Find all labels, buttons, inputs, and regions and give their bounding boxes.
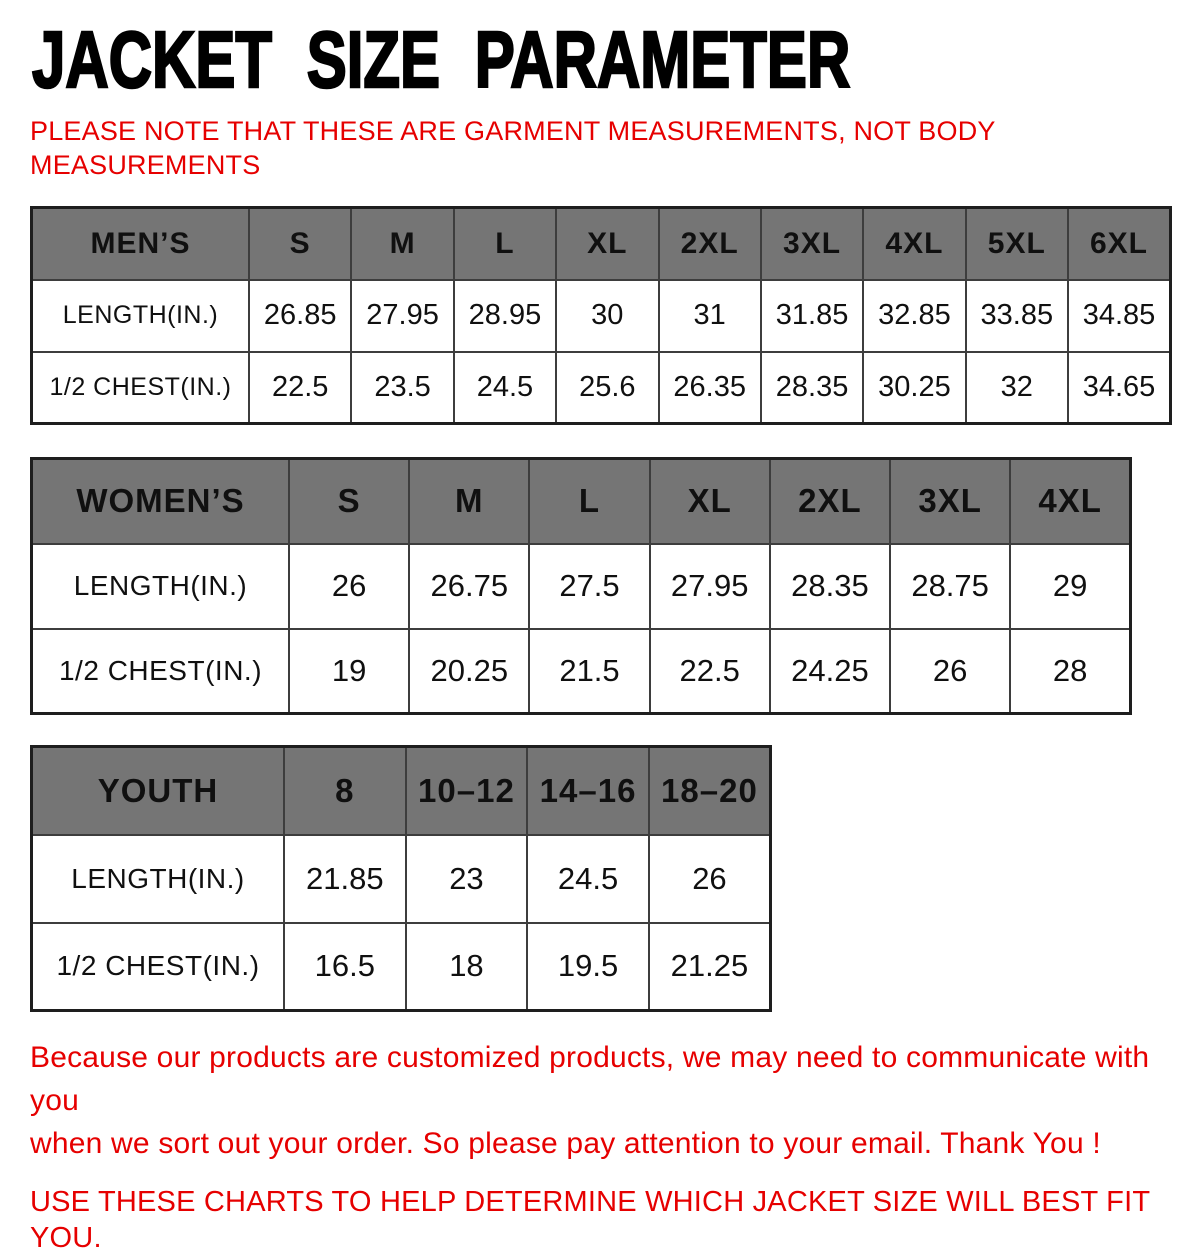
size-value-cell: 32 — [964, 350, 1070, 425]
size-value-cell: 23.5 — [350, 350, 455, 425]
custom-order-note-line-2: when we sort out your order. So please p… — [30, 1127, 1101, 1160]
size-value-cell: 24.5 — [452, 350, 558, 425]
size-column-header: M — [408, 457, 531, 545]
size-value-cell: 29 — [1009, 542, 1132, 630]
size-column-header: L — [528, 457, 651, 545]
size-column-header: L — [452, 206, 558, 281]
size-value-cell: 26.35 — [657, 350, 762, 425]
size-column-header: XL — [555, 206, 660, 281]
size-column-header: 10–12 — [404, 745, 529, 836]
custom-order-note: Because our products are customized prod… — [30, 1036, 1174, 1165]
size-value-cell: 21.5 — [528, 627, 651, 715]
table-title-cell: WOMEN’S — [30, 457, 290, 545]
size-value-cell: 28.35 — [759, 350, 865, 425]
garment-measurement-note: PLEASE NOTE THAT THESE ARE GARMENT MEASU… — [30, 114, 1174, 182]
size-column-header: 14–16 — [526, 745, 650, 836]
row-label-cell: 1/2 CHEST(IN.) — [30, 921, 285, 1012]
size-value-cell: 31 — [657, 278, 762, 353]
size-value-cell: 26 — [287, 542, 411, 630]
size-column-header: 4XL — [1009, 457, 1132, 545]
youth-size-table: YOUTH 8 10–12 14–16 18–20 LENGTH(IN.) 21.85 23 2… — [30, 745, 1174, 1012]
row-label-cell: LENGTH(IN.) — [30, 278, 250, 353]
size-value-cell: 28.95 — [452, 278, 558, 353]
mens-size-table: MEN’S S M L XL 2XL 3XL 4XL 5XL 6XL LENGTH(IN.) 26.8… — [30, 206, 1174, 425]
note-line-1: PLEASE NOTE THAT THESE ARE GARMENT MEASU… — [30, 116, 996, 146]
page-title: JACKET SIZE PARAMETER — [31, 15, 851, 104]
size-value-cell: 32.85 — [862, 278, 967, 353]
measurement-row: 1/2 CHEST(IN.) 16.5 18 19.5 21.25 — [30, 921, 772, 1012]
size-table: MEN’S S M L XL 2XL 3XL 4XL 5XL 6XL LENGTH(IN.) 26.8… — [30, 206, 1172, 425]
womens-size-table: WOMEN’S S M L XL 2XL 3XL 4XL LENGTH(IN.) 26 26.75 2… — [30, 457, 1174, 715]
size-value-cell: 27.5 — [528, 542, 651, 630]
size-value-cell: 28.35 — [768, 542, 892, 630]
size-value-cell: 33.85 — [964, 278, 1070, 353]
size-value-cell: 24.25 — [768, 627, 892, 715]
size-value-cell: 23 — [404, 833, 529, 924]
size-value-cell: 26.75 — [408, 542, 531, 630]
row-label-cell: LENGTH(IN.) — [30, 542, 290, 630]
measurement-row: LENGTH(IN.) 26 26.75 27.5 27.95 28.35 28.75 29 — [30, 542, 1132, 630]
size-header-row: YOUTH 8 10–12 14–16 18–20 — [30, 745, 772, 836]
size-value-cell: 26 — [647, 833, 772, 924]
size-header-row: MEN’S S M L XL 2XL 3XL 4XL 5XL 6XL — [30, 206, 1172, 281]
measurement-row: LENGTH(IN.) 26.85 27.95 28.95 30 31 31.85 32.85… — [30, 278, 1172, 353]
size-value-cell: 21.85 — [283, 833, 407, 924]
table-title-cell: MEN’S — [30, 206, 250, 281]
size-value-cell: 27.95 — [648, 542, 771, 630]
size-value-cell: 25.6 — [555, 350, 660, 425]
size-column-header: 18–20 — [647, 745, 772, 836]
measurement-row: LENGTH(IN.) 21.85 23 24.5 26 — [30, 833, 772, 924]
row-label-cell: 1/2 CHEST(IN.) — [30, 627, 290, 715]
size-value-cell: 30 — [555, 278, 660, 353]
size-column-header: M — [350, 206, 455, 281]
size-value-cell: 26.85 — [247, 278, 353, 353]
note-line-2: MEASUREMENTS — [30, 150, 261, 180]
size-column-header: S — [247, 206, 353, 281]
size-value-cell: 24.5 — [526, 833, 650, 924]
size-value-cell: 34.85 — [1067, 278, 1172, 353]
size-column-header: 8 — [283, 745, 407, 836]
size-value-cell: 16.5 — [283, 921, 407, 1012]
size-table: WOMEN’S S M L XL 2XL 3XL 4XL LENGTH(IN.) 26 26.75 2… — [30, 457, 1132, 715]
size-value-cell: 19.5 — [526, 921, 650, 1012]
size-value-cell: 28 — [1009, 627, 1132, 715]
size-column-header: XL — [648, 457, 771, 545]
size-column-header: 3XL — [759, 206, 865, 281]
size-value-cell: 20.25 — [408, 627, 531, 715]
size-value-cell: 22.5 — [247, 350, 353, 425]
size-value-cell: 31.85 — [759, 278, 865, 353]
size-value-cell: 30.25 — [862, 350, 967, 425]
row-label-cell: 1/2 CHEST(IN.) — [30, 350, 250, 425]
size-column-header: S — [287, 457, 411, 545]
size-column-header: 2XL — [768, 457, 892, 545]
usage-note: USE THESE CHARTS TO HELP DETERMINE WHICH… — [30, 1186, 1150, 1254]
measurement-row: 1/2 CHEST(IN.) 19 20.25 21.5 22.5 24.25 26 28 — [30, 627, 1132, 715]
size-value-cell: 21.25 — [647, 921, 772, 1012]
size-value-cell: 22.5 — [648, 627, 771, 715]
size-header-row: WOMEN’S S M L XL 2XL 3XL 4XL — [30, 457, 1132, 545]
size-column-header: 6XL — [1067, 206, 1172, 281]
size-value-cell: 19 — [287, 627, 411, 715]
size-column-header: 4XL — [862, 206, 967, 281]
size-value-cell: 18 — [404, 921, 529, 1012]
custom-order-note-line-1: Because our products are customized prod… — [30, 1041, 1150, 1117]
table-title-cell: YOUTH — [30, 745, 285, 836]
size-value-cell: 28.75 — [889, 542, 1012, 630]
size-column-header: 5XL — [964, 206, 1070, 281]
size-column-header: 2XL — [657, 206, 762, 281]
size-table: YOUTH 8 10–12 14–16 18–20 LENGTH(IN.) 21.85 23 2… — [30, 745, 772, 1012]
size-value-cell: 27.95 — [350, 278, 455, 353]
size-column-header: 3XL — [889, 457, 1012, 545]
size-value-cell: 34.65 — [1067, 350, 1172, 425]
row-label-cell: LENGTH(IN.) — [30, 833, 285, 924]
size-value-cell: 26 — [889, 627, 1012, 715]
measurement-row: 1/2 CHEST(IN.) 22.5 23.5 24.5 25.6 26.35 28.35… — [30, 350, 1172, 425]
